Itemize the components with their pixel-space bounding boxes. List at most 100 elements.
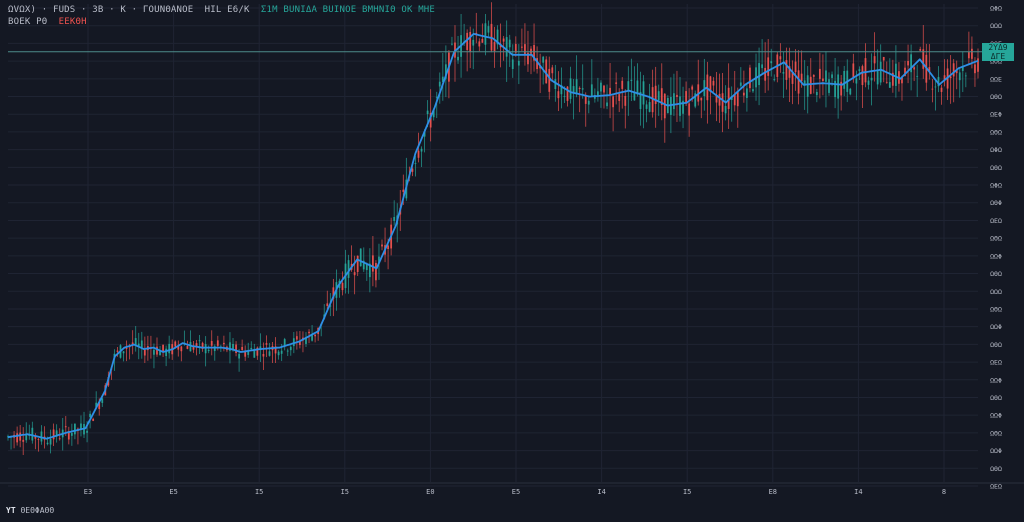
candle-body (55, 430, 58, 437)
y-tick-label: ΩΩΩ (990, 22, 1002, 30)
candle-body (143, 349, 146, 356)
candle-body (371, 255, 374, 272)
candle-body (311, 335, 313, 341)
x-tick-label: Ι5 (255, 488, 263, 496)
candle-body (864, 58, 867, 83)
candle-body (940, 87, 943, 92)
candle-body (721, 93, 724, 112)
candle-body (73, 423, 76, 435)
candle-body (828, 79, 830, 93)
candle-body (910, 54, 913, 73)
x-tick-label: Ε5 (169, 488, 177, 496)
candle-body (232, 343, 234, 351)
candle-body (359, 248, 362, 267)
y-tick-label: ΩΩΦ (990, 376, 1002, 384)
candle-body (40, 431, 43, 442)
candle-body (131, 342, 134, 346)
candle-body (256, 347, 259, 356)
candle-body (606, 102, 608, 107)
candle-body (356, 255, 359, 273)
candle-body (782, 72, 785, 74)
candle-body (511, 59, 514, 69)
candle-body (542, 56, 545, 63)
y-tick-label: ΩΩΩ (990, 288, 1002, 296)
candle-body (159, 350, 161, 356)
candle-body (636, 80, 639, 95)
legend-symbol[interactable]: ΩVΩΧ) · FUDS · 3Β · Κ · ΓΟUΝΘΑΝΟΕ (8, 5, 194, 15)
candle-body (761, 64, 764, 69)
candle-body (365, 264, 368, 271)
candle-body (834, 80, 836, 98)
candle-body (949, 76, 952, 79)
moving-average-line (7, 33, 979, 440)
last-price-tag-line1: 2ΥΔ9 (988, 42, 1008, 52)
candle-body (524, 44, 526, 55)
candle-body (679, 96, 681, 116)
candle-body (922, 49, 925, 69)
y-axis[interactable]: ΩΦΩΩΩΩΩΩΕΩΘΩΩΩΕΩΘΩΩΕΦΩΘΩΩΦΩΩΘΩΩΦΩΩΘΦΩΕΩΩ… (990, 5, 1002, 491)
candle-body (867, 80, 870, 85)
y-tick-label: ΩΘΩ (990, 128, 1002, 136)
candle-body (934, 86, 937, 88)
candle-body (849, 88, 852, 95)
candle-body (432, 110, 435, 118)
y-tick-label: ΩΘΩ (990, 429, 1002, 437)
legend-indicator-row[interactable]: ΒΟΕΚ ΡΘ ΕΕΚΘΗ (8, 17, 87, 27)
candle-body (222, 342, 225, 345)
candle-body (305, 337, 307, 344)
candle-body (615, 82, 618, 84)
candle-body (292, 338, 295, 347)
brand-logo-text: ΘΕΘΦΑΘΘ (20, 506, 55, 515)
candle-body (508, 39, 511, 48)
candle-body (387, 245, 389, 250)
y-tick-label: ΩΩΦ (990, 447, 1002, 455)
y-tick-label: ΩΕΩ (990, 217, 1002, 225)
candle-body (70, 433, 73, 436)
candle-body (64, 426, 67, 428)
candle-body (612, 96, 615, 108)
candle-body (727, 87, 730, 109)
candle-body (168, 343, 171, 354)
y-tick-label: ΩΩΦ (990, 252, 1002, 260)
candle-body (162, 344, 164, 352)
candle-body (572, 86, 575, 94)
candle-body (86, 430, 88, 433)
candle-body (329, 305, 332, 307)
last-price-tag-line2: ΔΓΕ (990, 51, 1006, 61)
candle-body (818, 68, 821, 79)
candle-body (825, 70, 827, 82)
candle-body (283, 339, 286, 346)
brand-logo[interactable]: ΥΤ ΘΕΘΦΑΘΘ (6, 506, 54, 515)
candle-body (341, 282, 344, 291)
candle-body (195, 343, 198, 347)
candle-body (238, 353, 240, 359)
candle-body (718, 93, 721, 106)
candle-body (31, 427, 34, 441)
candle-body (402, 189, 405, 192)
candle-body (98, 402, 101, 409)
candle-body (952, 63, 955, 77)
x-axis[interactable]: Ε3 Ε5 Ι5 Ι5 Ε0 Ε5 Ι4 Ι5 Ε8 Ι4 8 (0, 482, 1024, 496)
candle-body (931, 88, 934, 90)
candle-body (362, 260, 365, 270)
legend-ohlc-values: Σ1Μ ΒUΝΙΔΑ ΒUΙΝΟΕ ΒΜΗΝΙΘ ΟΚ ΜΗΕ (260, 5, 436, 15)
candle-body (800, 73, 803, 82)
y-tick-label: ΩΦΩ (990, 146, 1002, 154)
candle-body (557, 91, 560, 99)
candle-body (724, 105, 727, 114)
candle-body (688, 103, 691, 116)
candle-body (19, 432, 22, 441)
candle-body (207, 349, 210, 352)
candle-body (381, 244, 383, 247)
candle-body (548, 68, 551, 92)
candle-body (201, 342, 204, 349)
candle-body (891, 72, 894, 86)
legend-symbol-row[interactable]: ΩVΩΧ) · FUDS · 3Β · Κ · ΓΟUΝΘΑΝΟΕ ΗΙL Ε6… (8, 5, 435, 15)
candle-body (630, 79, 633, 81)
candle-body (80, 423, 82, 430)
candle-body (913, 67, 916, 70)
candle-body (527, 52, 529, 65)
moving-average (7, 33, 979, 440)
